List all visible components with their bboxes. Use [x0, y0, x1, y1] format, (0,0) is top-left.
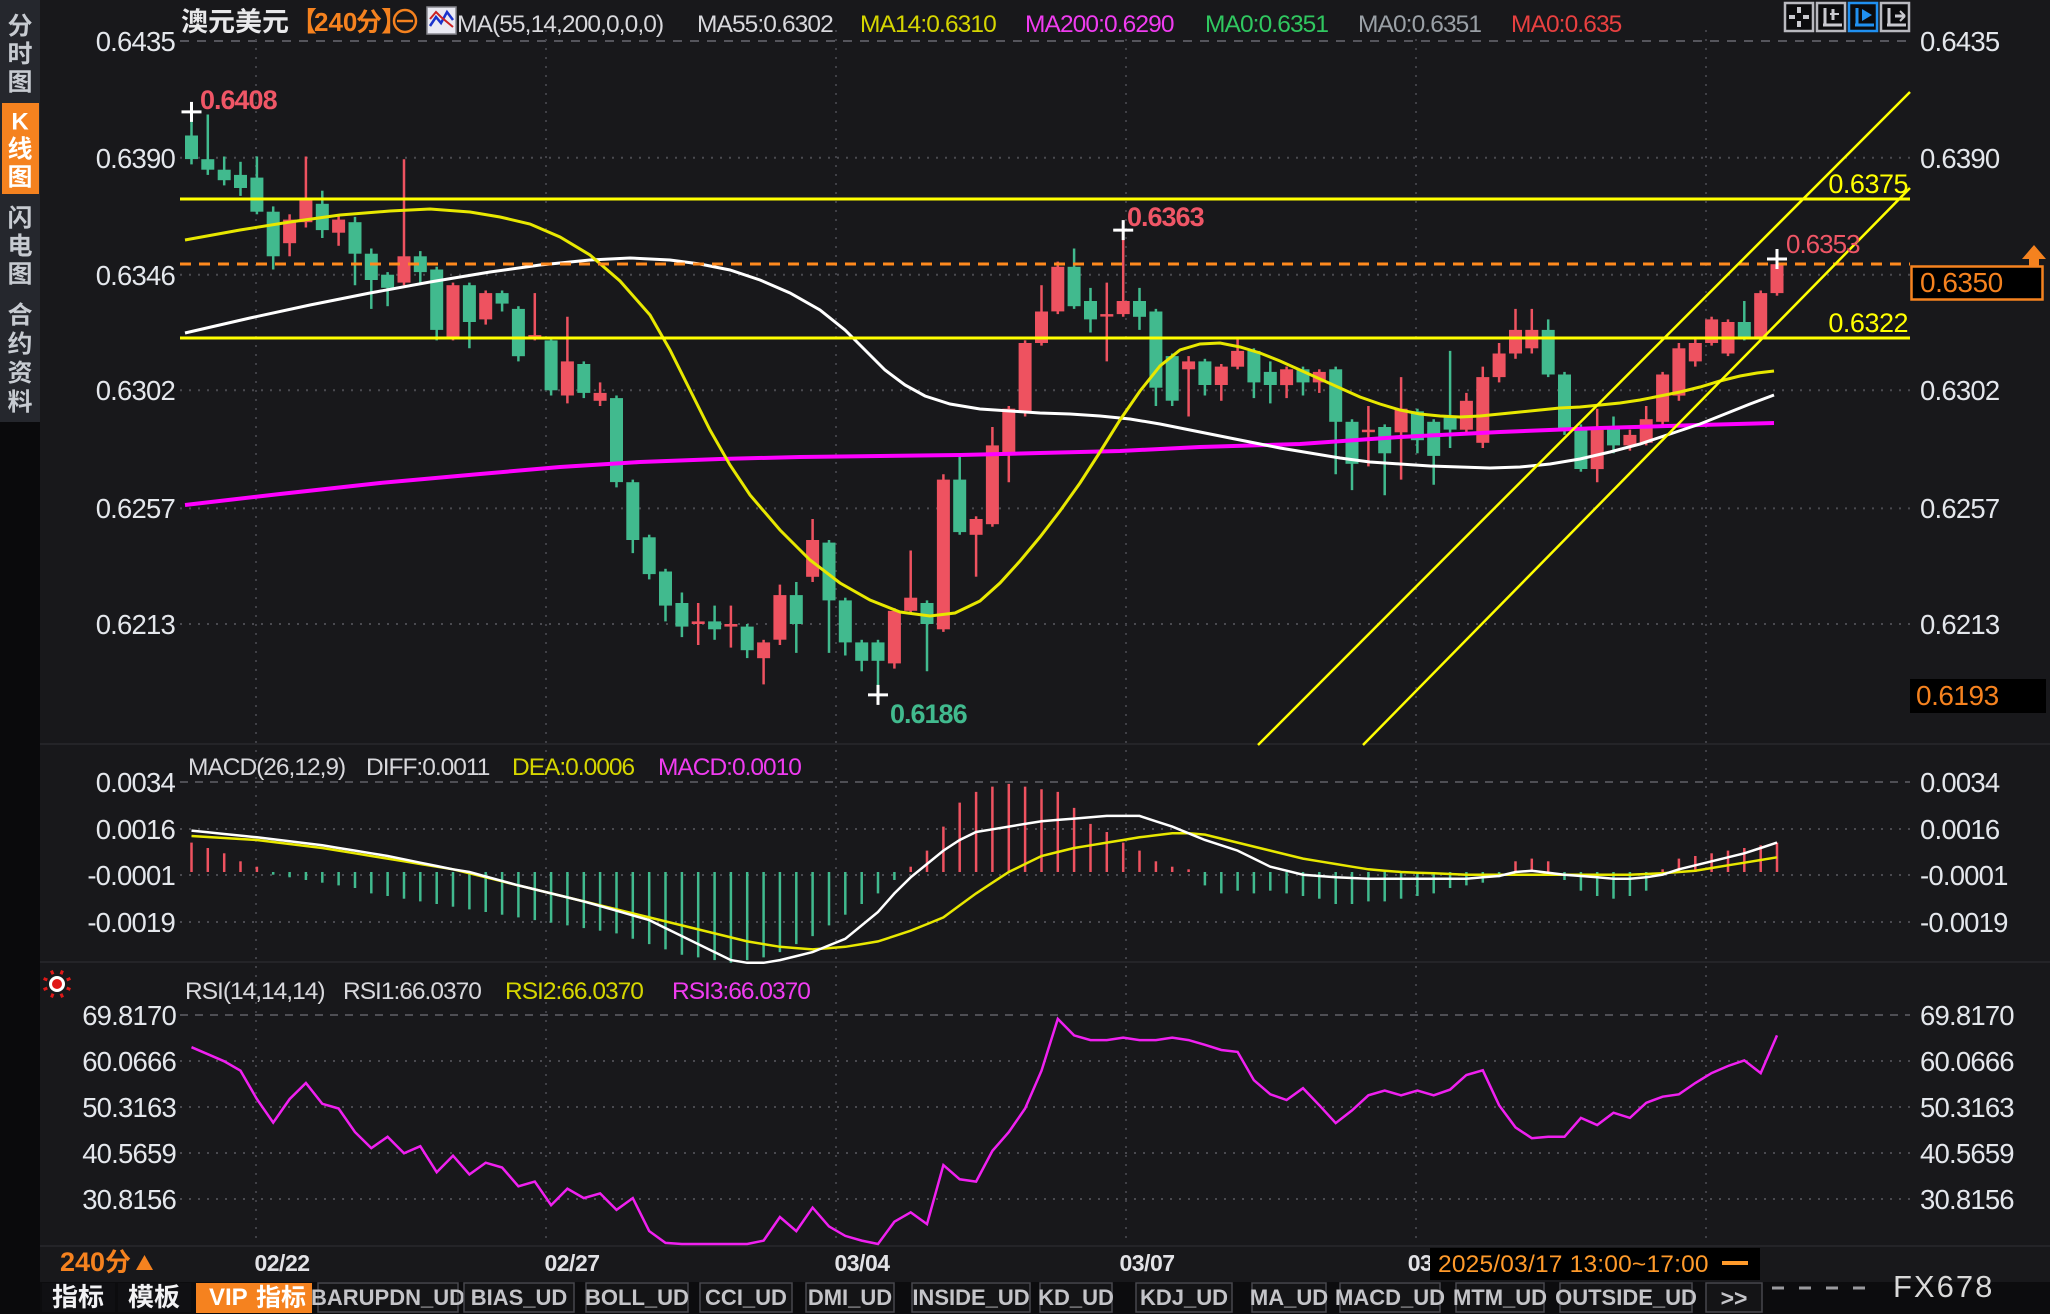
svg-text:MA0:0.635: MA0:0.635	[1511, 11, 1622, 38]
svg-text:>>: >>	[1721, 1285, 1748, 1311]
svg-text:0.6302: 0.6302	[1920, 375, 1999, 406]
svg-text:0.6213: 0.6213	[96, 609, 176, 640]
svg-text:03/04: 03/04	[834, 1250, 890, 1276]
svg-text:0.6257: 0.6257	[96, 493, 175, 524]
svg-text:RSI2:66.0370: RSI2:66.0370	[505, 978, 643, 1005]
svg-text:0.6408: 0.6408	[200, 85, 278, 115]
svg-text:0.6302: 0.6302	[96, 375, 175, 406]
svg-text:-0.0001: -0.0001	[1920, 860, 2008, 891]
svg-text:30.8156: 30.8156	[82, 1184, 176, 1215]
svg-text:OUTSIDE_UD: OUTSIDE_UD	[1555, 1285, 1697, 1310]
svg-text:03/07: 03/07	[1119, 1250, 1174, 1276]
svg-text:40.5659: 40.5659	[82, 1138, 176, 1169]
svg-text:60.0666: 60.0666	[1920, 1046, 2014, 1077]
svg-text:DMI_UD: DMI_UD	[808, 1285, 892, 1310]
svg-text:0.6390: 0.6390	[96, 143, 176, 174]
svg-text:CCI_UD: CCI_UD	[705, 1285, 787, 1310]
svg-text:240: 240	[60, 1247, 105, 1277]
svg-text:02/22: 02/22	[254, 1250, 309, 1276]
svg-text:0.6213: 0.6213	[1920, 609, 2000, 640]
svg-text:0.6363: 0.6363	[1127, 202, 1205, 232]
svg-text:KDJ_UD: KDJ_UD	[1140, 1285, 1228, 1310]
svg-text:MACD_UD: MACD_UD	[1335, 1285, 1445, 1310]
svg-text:0.6193: 0.6193	[1916, 680, 1999, 711]
svg-text:RSI3:66.0370: RSI3:66.0370	[672, 978, 810, 1005]
svg-text:VIP: VIP	[209, 1284, 248, 1311]
svg-text:MTM_UD: MTM_UD	[1453, 1285, 1547, 1310]
svg-text:RSI(14,14,14): RSI(14,14,14)	[185, 978, 325, 1005]
svg-text:0.6353: 0.6353	[1786, 229, 1860, 259]
svg-text:MA0:0.6351: MA0:0.6351	[1358, 11, 1481, 38]
svg-text:MA55:0.6302: MA55:0.6302	[697, 11, 833, 38]
svg-text:50.3163: 50.3163	[1920, 1092, 2014, 1123]
svg-text:0.6186: 0.6186	[890, 699, 968, 729]
svg-text:RSI1:66.0370: RSI1:66.0370	[343, 978, 481, 1005]
svg-text:0.6435: 0.6435	[96, 26, 176, 57]
svg-text:MACD(26,12,9): MACD(26,12,9)	[188, 754, 345, 781]
svg-text:40.5659: 40.5659	[1920, 1138, 2014, 1169]
svg-text:BOLL_UD: BOLL_UD	[585, 1285, 689, 1310]
svg-text:DIFF:0.0011: DIFF:0.0011	[366, 754, 490, 781]
svg-text:60.0666: 60.0666	[82, 1046, 176, 1077]
svg-text:MA0:0.6351: MA0:0.6351	[1205, 11, 1328, 38]
svg-text:0.6350: 0.6350	[1920, 267, 2003, 298]
svg-text:0.0016: 0.0016	[96, 814, 176, 845]
svg-text:2025/03/17 13:00~17:00: 2025/03/17 13:00~17:00	[1438, 1251, 1709, 1278]
svg-text:0.0016: 0.0016	[1920, 814, 2000, 845]
svg-text:KD_UD: KD_UD	[1038, 1285, 1114, 1310]
svg-text:30.8156: 30.8156	[1920, 1184, 2014, 1215]
svg-text:69.8170: 69.8170	[82, 1000, 176, 1031]
svg-text:240: 240	[314, 7, 357, 37]
svg-text:0.6322: 0.6322	[1828, 308, 1908, 338]
svg-text:-0.0019: -0.0019	[87, 907, 175, 938]
svg-text:02/27: 02/27	[544, 1250, 599, 1276]
svg-text:50.3163: 50.3163	[82, 1092, 176, 1123]
svg-text:K: K	[11, 109, 29, 136]
svg-text:BIAS_UD: BIAS_UD	[471, 1285, 568, 1310]
svg-text:BARUPDN_UD: BARUPDN_UD	[311, 1285, 465, 1310]
svg-text:MA200:0.6290: MA200:0.6290	[1025, 11, 1174, 38]
svg-text:0.6375: 0.6375	[1828, 169, 1908, 199]
svg-text:0.6390: 0.6390	[1920, 143, 2000, 174]
svg-text:0.0034: 0.0034	[96, 767, 176, 798]
svg-text:0.6257: 0.6257	[1920, 493, 1999, 524]
svg-text:MA_UD: MA_UD	[1250, 1285, 1328, 1310]
svg-text:MA14:0.6310: MA14:0.6310	[860, 11, 996, 38]
svg-text:DEA:0.0006: DEA:0.0006	[512, 754, 634, 781]
svg-text:-0.0019: -0.0019	[1920, 907, 2008, 938]
svg-text:03: 03	[1408, 1250, 1433, 1276]
svg-text:MACD:0.0010: MACD:0.0010	[658, 754, 801, 781]
svg-text:69.8170: 69.8170	[1920, 1000, 2014, 1031]
svg-text:INSIDE_UD: INSIDE_UD	[912, 1285, 1029, 1310]
svg-text:0.0034: 0.0034	[1920, 767, 2000, 798]
svg-text:0.6346: 0.6346	[96, 260, 176, 291]
svg-text:0.6435: 0.6435	[1920, 26, 2000, 57]
svg-text:MA(55,14,200,0,0,0): MA(55,14,200,0,0,0)	[457, 11, 663, 38]
svg-text:-0.0001: -0.0001	[87, 860, 175, 891]
svg-text:FX678: FX678	[1893, 1269, 1994, 1304]
